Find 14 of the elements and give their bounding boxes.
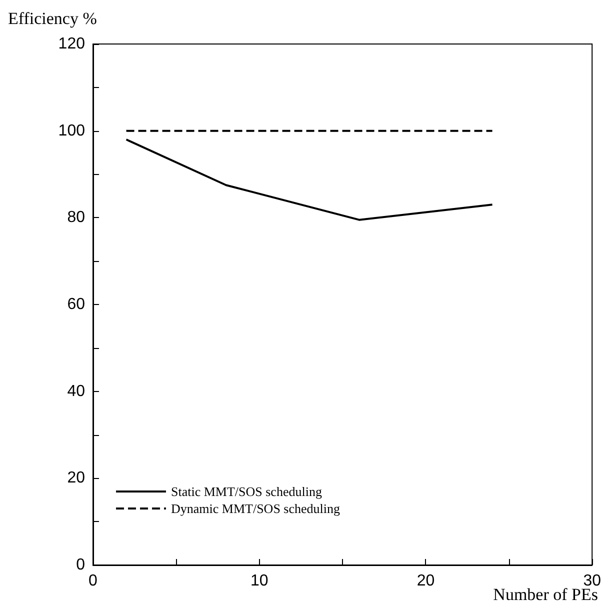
- y-tick-label: 0: [76, 556, 86, 574]
- y-tick-label: 60: [67, 296, 86, 313]
- y-axis-title: Efficiency %: [8, 9, 97, 28]
- y-tick-label: 20: [67, 470, 86, 487]
- y-tick-label: 120: [58, 36, 86, 52]
- y-tick-label: 100: [58, 122, 86, 140]
- legend-label: Static MMT/SOS scheduling: [171, 484, 322, 499]
- legend-label: Dynamic MMT/SOS scheduling: [171, 501, 340, 516]
- line-series: [125, 138, 494, 221]
- x-tick-label: 10: [250, 572, 268, 590]
- y-tick-label: 80: [67, 209, 86, 226]
- y-tick-label: 40: [67, 382, 86, 400]
- x-tick-label: 20: [416, 572, 435, 590]
- x-tick-label: 0: [88, 572, 98, 590]
